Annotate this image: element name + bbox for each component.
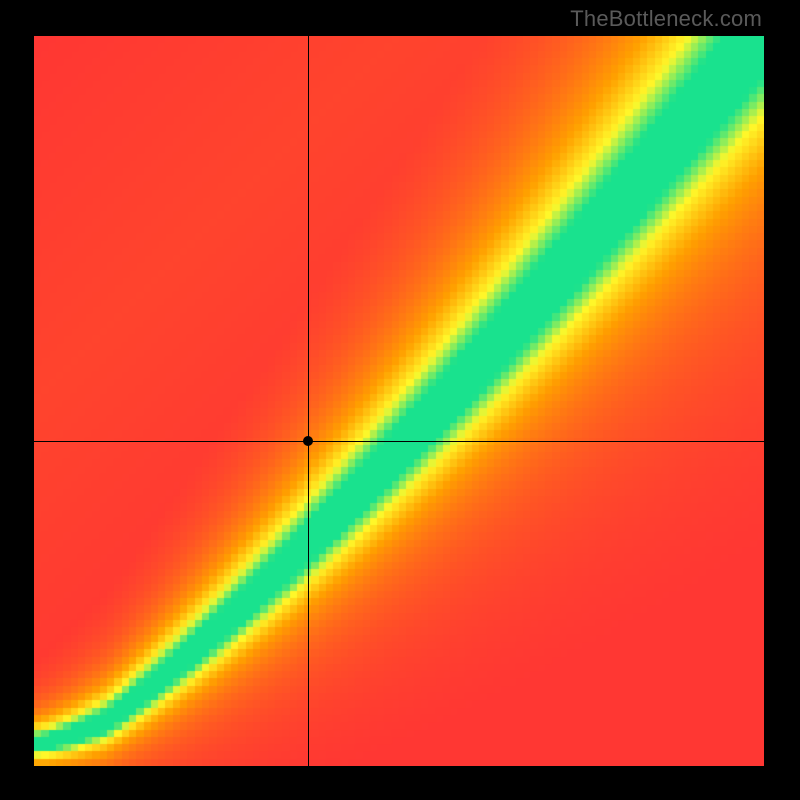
attribution-label: TheBottleneck.com [570, 6, 762, 32]
frame: TheBottleneck.com [0, 0, 800, 800]
bottleneck-heatmap [34, 36, 764, 766]
crosshair-horizontal [34, 441, 764, 442]
crosshair-vertical [308, 36, 309, 766]
crosshair-marker [303, 436, 313, 446]
